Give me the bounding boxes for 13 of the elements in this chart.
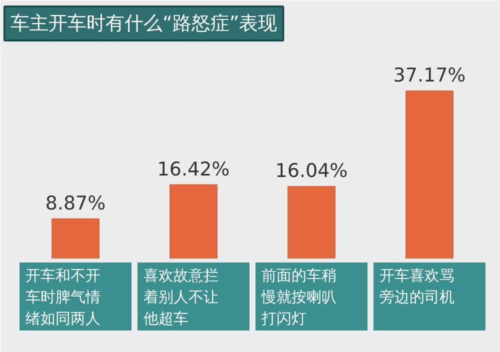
chart-title: 车主开车时有什么“路怒症”表现 <box>10 12 278 34</box>
data-label: 8.87% <box>45 192 106 214</box>
bar <box>406 90 454 258</box>
bar <box>52 218 100 258</box>
bar <box>288 186 336 258</box>
data-label: 16.04% <box>275 160 348 182</box>
x-tick-label: 开车和不开车时脾气情绪如同两人 <box>26 266 100 328</box>
x-tick-label: 开车喜欢骂旁边的司机 <box>380 266 454 306</box>
x-tick-label: 喜欢故意拦着别人不让他超车 <box>144 266 218 328</box>
bar <box>170 184 218 258</box>
data-label: 16.42% <box>157 158 230 180</box>
x-tick-label: 前面的车稍慢就按喇叭打闪灯 <box>260 266 336 328</box>
data-label: 37.17% <box>393 64 466 86</box>
